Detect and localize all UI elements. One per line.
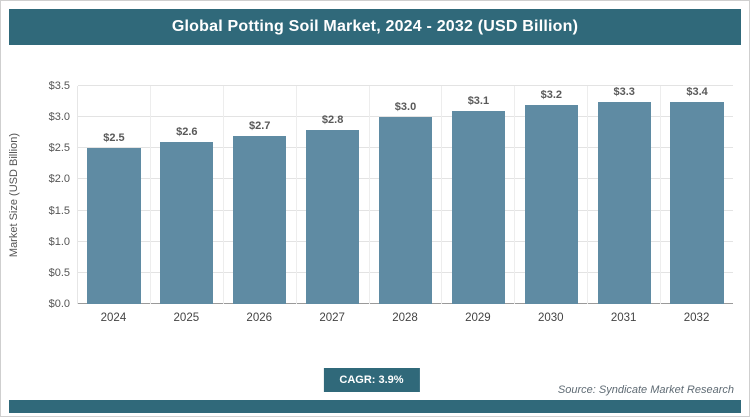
x-tick-label: 2029 [465,312,491,324]
header-bar: Global Potting Soil Market, 2024 - 2032 … [9,9,741,45]
x-tick-label: 2027 [319,312,345,324]
y-tick-label: $2.0 [48,173,70,186]
bar [670,102,724,304]
cagr-badge: CAGR: 3.9% [323,368,420,392]
y-tick-label: $1.5 [48,204,70,217]
x-tick-label: 2032 [683,312,710,324]
y-tick-label: $0.0 [48,298,70,310]
bar [524,104,578,304]
source-text: Source: Syndicate Market Research [557,384,734,396]
x-tick-label: 2031 [610,312,637,324]
bar [87,148,141,304]
bar-value-label: $3.3 [613,86,635,98]
bar [451,110,505,304]
y-axis-title: Market Size (USD Billion) [8,132,20,258]
bars-row: $2.5 $2.6 $2.7 $2.8 $3.0 $3.1 $3.2 $3.3 $3.4 [78,86,733,304]
bar-value-label: $3.2 [540,88,562,101]
bar [233,135,287,304]
bar-column: $3.1 [441,86,514,304]
bar [597,102,651,304]
x-tick-label: 2026 [246,312,273,324]
x-tick-label: 2030 [537,312,564,324]
y-axis-title-wrap: Market Size (USD Billion) [5,86,23,304]
bar-value-label: $2.6 [176,126,198,139]
footer-row: CAGR: 3.9% Source: Syndicate Market Rese… [9,366,734,398]
bar-column: $3.3 [587,86,660,304]
x-tick-label: 2028 [392,312,418,324]
footer-bar [9,400,741,413]
gridline [78,85,733,86]
y-tick-label: $2.5 [48,142,70,155]
bar-column: $2.8 [295,86,369,304]
bar-value-label: $2.8 [321,113,344,126]
bar-value-label: $3.4 [686,86,708,98]
x-axis: 2024 2025 2026 2027 2028 2029 2030 2031 2032 [77,312,733,324]
y-tick-label: $3.0 [48,111,70,124]
bar-column: $3.2 [514,86,587,304]
bar [160,142,214,304]
bar-value-label: $3.1 [467,94,490,107]
bar-column: $2.5 [78,86,150,304]
bar-value-label: $2.5 [103,132,125,145]
bar [378,117,433,304]
chart-title: Global Potting Soil Market, 2024 - 2032 … [171,18,579,35]
bar-column: $3.0 [368,86,442,304]
bar-column: $3.4 [660,86,733,304]
y-tick-label: $1.0 [48,235,70,248]
bar-value-label: $3.0 [394,101,417,114]
plot-area: $2.5 $2.6 $2.7 $2.8 $3.0 $3.1 $3.2 $3.3 $3.4 $0.… [49,80,733,310]
gridline [78,116,733,118]
x-tick-label: 2024 [100,312,127,324]
y-tick-label: $0.5 [48,266,70,279]
bar-column: $2.7 [222,86,296,304]
x-tick-label: 2025 [173,312,200,324]
bar-column: $2.6 [149,86,223,304]
bar-value-label: $2.7 [249,119,271,132]
y-tick-label: $3.5 [48,80,70,92]
bar [306,129,360,304]
